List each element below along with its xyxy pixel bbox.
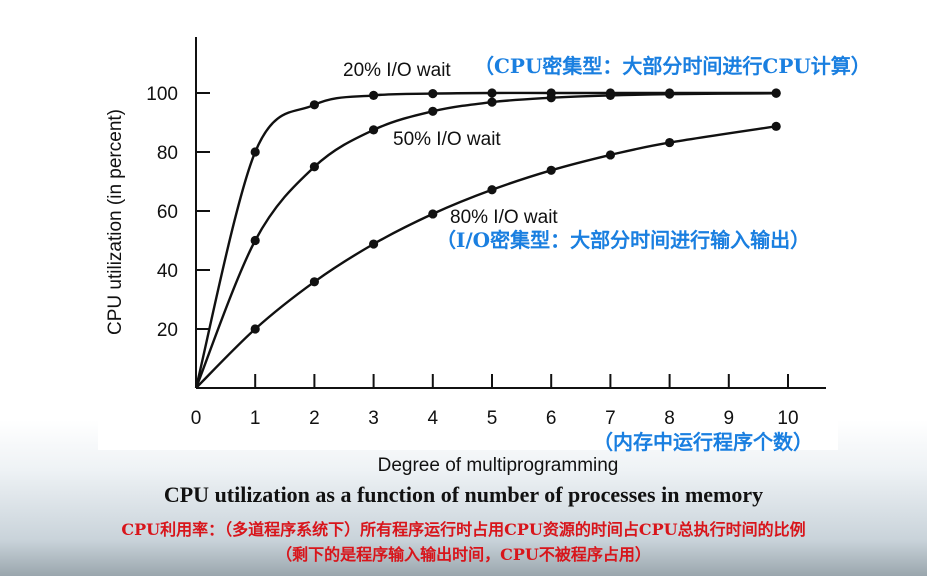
chart-axes — [195, 37, 826, 389]
data-point — [309, 100, 319, 110]
y-tick-label: 100 — [146, 84, 178, 105]
data-point — [250, 235, 260, 246]
y-axis-title: CPU utilization (in percent) — [105, 109, 126, 335]
x-tick-label: 7 — [605, 408, 616, 429]
io-bound-annotation: （I/O密集型：大部分时间进行输入输出） — [436, 228, 810, 252]
series-label-50: 50% I/O wait — [393, 129, 501, 150]
cpu-bound-annotation: （CPU密集型：大部分时间进行CPU计算） — [474, 54, 871, 78]
series-line-1 — [194, 92, 777, 389]
data-point — [605, 90, 616, 100]
data-point — [309, 277, 319, 287]
data-point — [250, 324, 260, 334]
y-tick-label: 60 — [157, 202, 178, 223]
y-tick-label: 80 — [157, 143, 178, 164]
data-point — [369, 90, 379, 100]
series-label-80: 80% I/O wait — [450, 207, 558, 228]
data-point — [428, 106, 438, 116]
series-line-2 — [195, 125, 777, 389]
memory-processes-annotation: （内存中运行程序个数） — [593, 430, 813, 454]
data-point — [309, 162, 319, 172]
series-label-20: 20% I/O wait — [343, 60, 451, 81]
data-point — [487, 88, 497, 98]
x-tick-label: 1 — [250, 408, 261, 429]
data-point — [546, 165, 556, 175]
data-point — [487, 97, 497, 107]
series-markers — [250, 88, 781, 334]
data-point — [546, 93, 556, 103]
data-point — [665, 137, 675, 148]
x-tick-label: 9 — [724, 408, 735, 429]
y-tick-label: 20 — [157, 320, 178, 341]
data-point — [250, 147, 260, 157]
data-point — [771, 88, 781, 98]
data-point — [428, 209, 438, 219]
x-tick-label: 3 — [368, 408, 379, 429]
x-axis-title: Degree of multiprogramming — [378, 455, 619, 476]
x-tick-label: 10 — [777, 408, 798, 429]
x-tick-label: 2 — [309, 408, 320, 429]
x-tick-label: 4 — [428, 408, 439, 429]
data-point — [369, 125, 379, 135]
figure-caption: CPU utilization as a function of number … — [163, 482, 764, 507]
x-tick-label: 8 — [664, 408, 675, 429]
definition-note: CPU利用率：（多道程序系统下）所有程序运行时占用CPU资源的时间占CPU总执行… — [121, 520, 806, 539]
data-point — [369, 239, 379, 249]
data-point — [665, 89, 675, 99]
tick-labels: 20 40 60 80 100 0 1 2 3 4 5 6 7 8 9 10 — [146, 84, 798, 429]
data-point — [487, 185, 497, 195]
x-tick-label: 6 — [546, 408, 557, 429]
x-tick-label: 5 — [487, 408, 498, 429]
x-tick-label: 0 — [191, 408, 202, 429]
data-point — [771, 121, 781, 131]
data-point — [428, 88, 438, 99]
chart-plot-background — [98, 26, 838, 450]
cpu-utilization-chart: 20 40 60 80 100 0 1 2 3 4 5 6 7 8 9 10 CPU utilization … — [98, 26, 871, 476]
definition-note-continued: （剩下的是程序输入输出时间，CPU不被程序占用） — [276, 545, 651, 564]
y-tick-label: 40 — [157, 261, 178, 282]
data-point — [605, 150, 616, 160]
